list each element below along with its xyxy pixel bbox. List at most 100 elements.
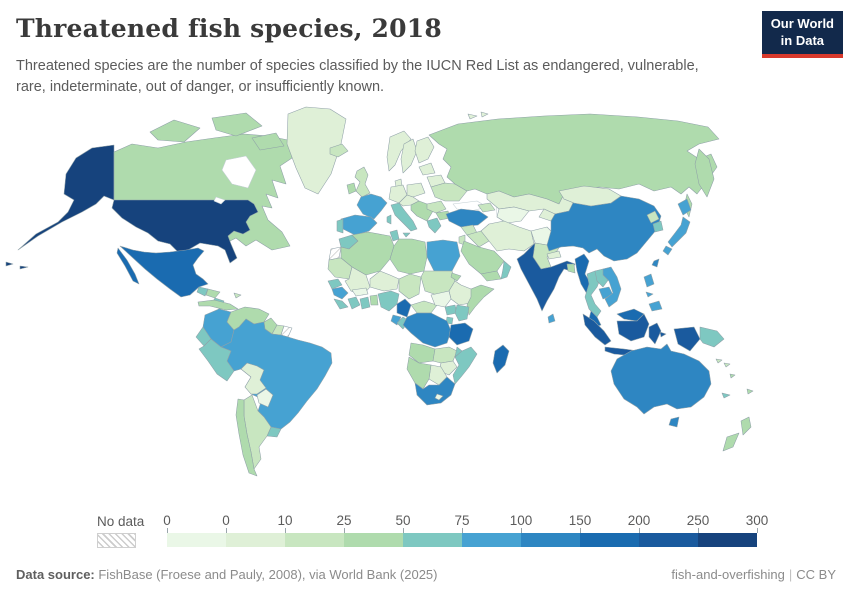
country-canada-arctic1[interactable] [149,119,201,143]
country-solomon[interactable] [715,358,723,364]
country-ireland[interactable] [346,182,357,195]
country-norway[interactable] [386,130,412,172]
country-chile[interactable] [235,398,258,477]
country-burkina[interactable] [351,287,369,297]
country-indonesia-papua[interactable] [673,326,701,352]
legend-bin[interactable] [580,533,639,547]
country-iceland[interactable] [329,143,349,158]
country-peru[interactable] [198,338,235,382]
country-philippines-visayas[interactable] [645,291,654,298]
legend-bin[interactable] [639,533,698,547]
country-south-sudan[interactable] [430,290,452,308]
country-indonesia-maluku[interactable] [659,331,667,338]
legend-bin[interactable] [698,533,757,547]
country-madagascar[interactable] [492,344,510,374]
country-finland[interactable] [414,136,435,164]
country-iran[interactable] [480,220,535,252]
country-fiji[interactable] [746,388,754,395]
license-link[interactable]: CC BY [796,567,836,582]
country-sweden[interactable] [400,138,418,174]
country-philippines-mindanao[interactable] [648,300,663,312]
country-italy-sardinia[interactable] [386,214,392,225]
country-chad[interactable] [398,273,422,300]
owid-logo[interactable]: Our World in Data [761,11,843,58]
country-mozambique[interactable] [452,346,478,385]
country-greenland[interactable] [286,106,347,195]
country-oman[interactable] [500,260,512,280]
country-italy[interactable] [390,202,418,232]
legend-bin[interactable] [226,533,285,547]
country-australia-tasmania[interactable] [668,416,680,428]
country-japan-hokkaido[interactable] [677,198,692,216]
country-usa-aleutians[interactable] [5,261,14,267]
country-romania[interactable] [426,200,447,214]
country-niger[interactable] [369,270,400,292]
country-philippines-luzon[interactable] [643,273,655,288]
country-brazil[interactable] [220,318,333,430]
country-japan-honshu[interactable] [667,216,691,248]
country-vanuatu[interactable] [729,373,736,379]
legend-bin[interactable] [521,533,580,547]
country-poland[interactable] [406,182,426,198]
country-indonesia-kalimantan[interactable] [616,313,650,342]
country-indonesia-sulawesi[interactable] [648,322,662,345]
country-drc[interactable] [402,312,452,348]
country-south-korea[interactable] [652,220,664,233]
country-nigeria[interactable] [377,290,400,312]
country-baltics[interactable] [418,162,436,176]
country-nepal[interactable] [546,250,562,260]
country-new-zealand-north[interactable] [740,416,752,436]
country-senegal[interactable] [327,278,343,290]
country-bahamas[interactable] [233,292,242,299]
country-svalbard2[interactable] [480,111,489,118]
country-uzbek-turkmen[interactable] [496,206,530,224]
country-japan-kyushu[interactable] [662,245,673,256]
country-new-caledonia[interactable] [721,392,731,399]
legend-bin[interactable] [285,533,344,547]
country-canada-arctic2[interactable] [211,112,263,137]
country-south-africa[interactable] [414,376,456,406]
legend-bin[interactable] [344,533,403,547]
country-italy-sicily[interactable] [402,232,411,238]
country-namibia[interactable] [406,356,432,390]
country-ghana[interactable] [359,296,371,310]
country-papua-new-guinea[interactable] [699,326,725,348]
chart-slug-link[interactable]: fish-and-overfishing [671,567,785,582]
country-new-zealand-south[interactable] [722,432,740,452]
country-guinea[interactable] [331,286,349,300]
country-lesotho[interactable] [434,393,444,401]
country-cuba[interactable] [197,299,239,311]
country-usa-alaska[interactable] [17,144,115,251]
country-russia[interactable] [428,113,720,205]
country-usa-aleutians2[interactable] [19,265,29,270]
country-svalbard[interactable] [467,113,478,120]
country-greece[interactable] [426,217,442,234]
country-cameroon[interactable] [396,298,412,318]
country-tanzania[interactable] [448,322,474,346]
country-sierra-leone-liberia[interactable] [333,298,349,310]
country-zambia[interactable] [432,346,458,364]
country-turkey[interactable] [445,208,489,228]
country-bolivia[interactable] [240,362,267,395]
country-gabon[interactable] [390,314,402,326]
country-egypt[interactable] [426,239,461,272]
country-indonesia-sumatra[interactable] [582,313,612,346]
country-guatemala[interactable] [196,286,209,297]
country-usa[interactable] [111,199,259,264]
country-bangladesh[interactable] [566,263,576,274]
country-australia[interactable] [610,343,712,415]
country-honduras[interactable] [205,288,221,299]
country-india[interactable] [516,242,576,312]
country-libya[interactable] [389,238,428,275]
country-car[interactable] [410,300,438,314]
country-solomon2[interactable] [723,362,731,368]
country-canada-arctic3[interactable] [251,132,285,151]
legend-no-data-swatch[interactable] [97,533,136,548]
legend-bin[interactable] [462,533,521,547]
country-russia-kamchatka[interactable] [694,148,715,198]
country-mongolia[interactable] [558,185,622,207]
country-caucasus[interactable] [477,202,496,213]
country-north-korea[interactable] [646,210,660,224]
country-kenya[interactable] [454,304,470,322]
country-ivory-coast[interactable] [347,296,361,310]
